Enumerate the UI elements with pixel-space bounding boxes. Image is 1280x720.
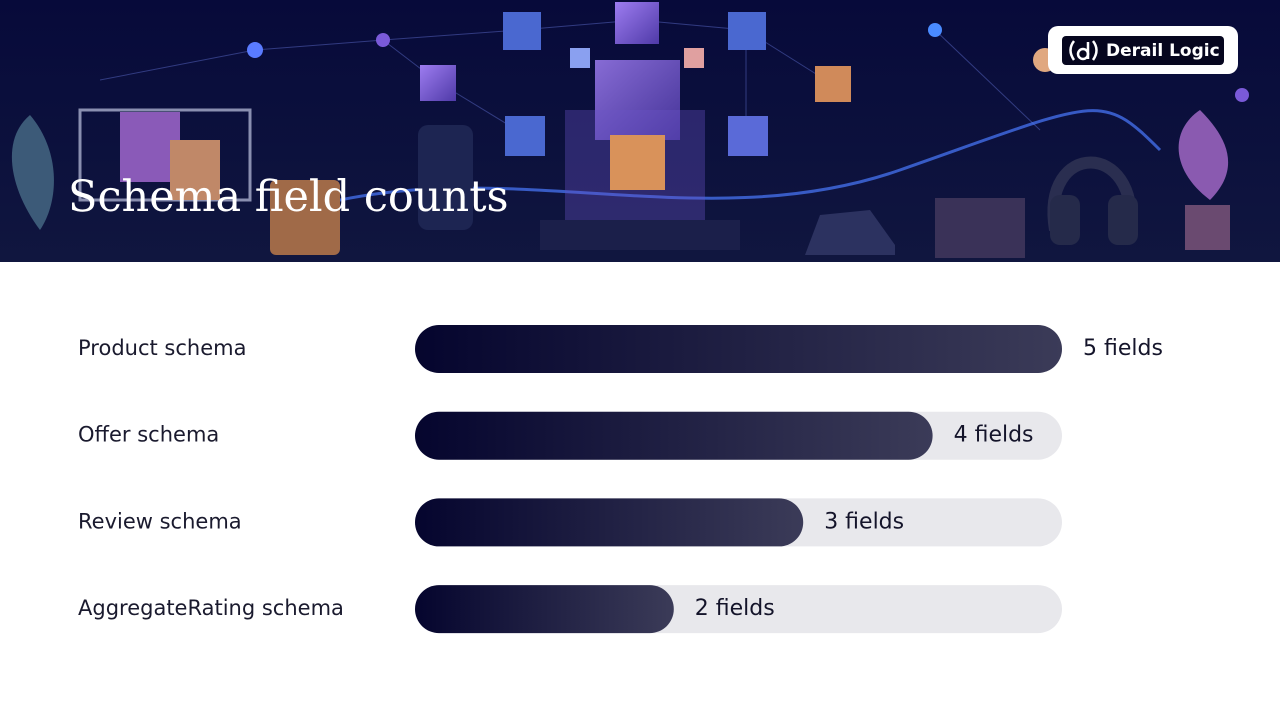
category-label: Offer schema: [78, 423, 219, 447]
bar: [415, 498, 804, 547]
value-label: 4 fields: [954, 423, 1034, 448]
value-label: 5 fields: [1083, 336, 1163, 361]
logo-text: Derail Logic: [1106, 41, 1220, 61]
value-label: 3 fields: [824, 509, 904, 534]
bar: [415, 411, 933, 460]
bar: [415, 585, 674, 634]
bar: [415, 325, 1062, 373]
logo: Derail Logic: [1048, 26, 1238, 74]
category-label: AggregateRating schema: [78, 596, 344, 620]
plot: Product schema 5 fields Offer schema 4 fiel…: [78, 325, 1163, 634]
chart-title: Schema field counts: [68, 172, 509, 222]
category-label: Product schema: [78, 336, 246, 360]
category-label: Review schema: [78, 509, 242, 533]
value-label: 2 fields: [695, 596, 775, 621]
